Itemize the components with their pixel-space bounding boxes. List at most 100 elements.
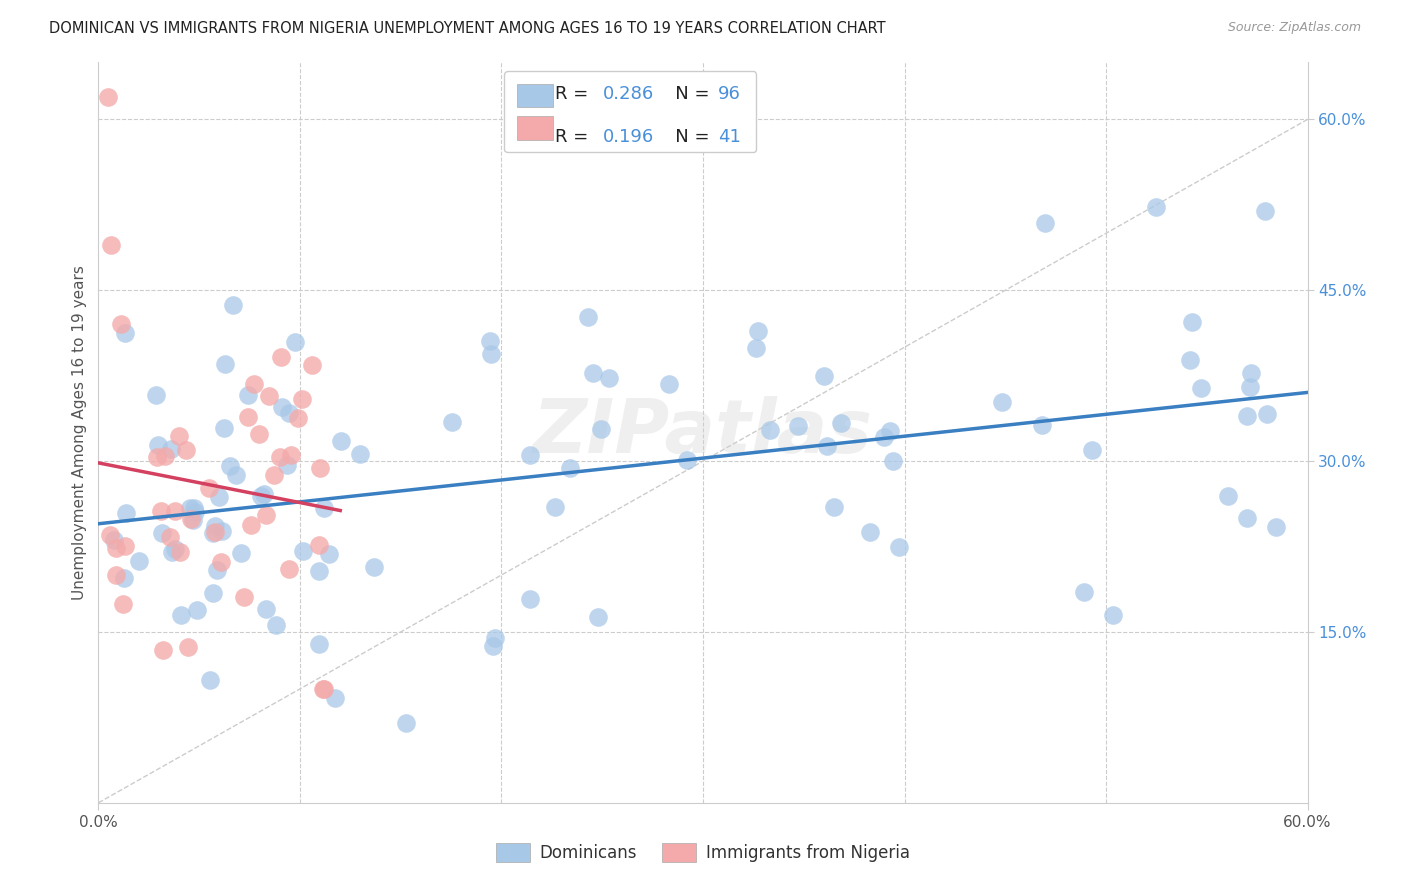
Point — [284, 334, 307, 349]
Point — [170, 608, 193, 623]
Point — [225, 467, 247, 482]
Text: 0.286: 0.286 — [603, 85, 655, 103]
Point — [363, 560, 385, 574]
Point — [786, 418, 808, 433]
Point — [747, 324, 769, 338]
Point — [162, 544, 184, 558]
Point — [349, 446, 371, 460]
Point — [254, 508, 277, 522]
Point — [1102, 608, 1125, 623]
Text: R =: R = — [555, 128, 593, 146]
Point — [198, 482, 221, 496]
Point — [146, 450, 169, 464]
Point — [308, 564, 330, 578]
Point — [152, 643, 174, 657]
Point — [150, 525, 173, 540]
Point — [128, 554, 150, 568]
Point — [174, 443, 197, 458]
Point — [1265, 519, 1288, 533]
Point — [1181, 315, 1204, 329]
Point — [100, 237, 122, 252]
Point — [1236, 511, 1258, 525]
Point — [308, 636, 330, 650]
Point — [208, 490, 231, 504]
Point — [1189, 381, 1212, 395]
Point — [150, 504, 173, 518]
Point — [1256, 407, 1278, 421]
Point — [872, 430, 894, 444]
Point — [104, 568, 127, 582]
Point — [519, 448, 541, 462]
Point — [479, 347, 502, 361]
Point — [159, 530, 181, 544]
Point — [291, 543, 314, 558]
Point — [205, 563, 228, 577]
Point — [314, 501, 336, 516]
Point — [155, 449, 177, 463]
Point — [484, 632, 506, 646]
Point — [202, 585, 225, 599]
Point — [287, 410, 309, 425]
Point — [291, 392, 314, 407]
Text: R =: R = — [555, 85, 593, 103]
Point — [145, 388, 167, 402]
Y-axis label: Unemployment Among Ages 16 to 19 years: Unemployment Among Ages 16 to 19 years — [72, 265, 87, 600]
Point — [105, 541, 128, 555]
Point — [169, 545, 191, 559]
Point — [1240, 366, 1263, 380]
Point — [576, 310, 599, 325]
Text: N =: N = — [658, 128, 716, 146]
Text: DOMINICAN VS IMMIGRANTS FROM NIGERIA UNEMPLOYMENT AMONG AGES 16 TO 19 YEARS CORR: DOMINICAN VS IMMIGRANTS FROM NIGERIA UNE… — [49, 21, 886, 36]
Point — [252, 487, 274, 501]
Point — [232, 591, 254, 605]
Point — [111, 597, 134, 611]
Point — [1239, 379, 1261, 393]
Point — [1031, 417, 1053, 432]
Point — [329, 434, 352, 449]
Point — [247, 427, 270, 442]
Point — [882, 454, 904, 468]
Point — [676, 453, 699, 467]
Point — [231, 546, 253, 560]
Point — [236, 387, 259, 401]
Point — [308, 537, 330, 551]
Point — [745, 341, 768, 355]
Point — [110, 318, 132, 332]
Point — [209, 555, 232, 569]
Point — [159, 442, 181, 456]
Point — [395, 716, 418, 731]
Point — [658, 377, 681, 392]
Point — [1033, 216, 1056, 230]
Point — [1081, 442, 1104, 457]
Point — [1073, 585, 1095, 599]
Point — [257, 389, 280, 403]
Point — [441, 415, 464, 429]
Point — [991, 395, 1014, 409]
Point — [482, 640, 505, 654]
Point — [103, 533, 125, 547]
Point — [1254, 203, 1277, 218]
Point — [1218, 489, 1240, 503]
Text: ZIPatlas: ZIPatlas — [533, 396, 873, 469]
Point — [211, 524, 233, 538]
Point — [100, 527, 122, 541]
Point — [813, 368, 835, 383]
Point — [114, 326, 136, 340]
Point — [830, 416, 852, 430]
Point — [823, 500, 845, 514]
Point — [114, 539, 136, 553]
Point — [169, 428, 191, 442]
Point — [181, 513, 204, 527]
Point — [204, 519, 226, 533]
Point — [179, 500, 201, 515]
Point — [271, 400, 294, 414]
Point — [254, 602, 277, 616]
Point — [214, 421, 236, 435]
Point — [887, 540, 910, 554]
Text: 0.196: 0.196 — [603, 128, 655, 146]
Point — [163, 504, 186, 518]
Point — [269, 450, 291, 464]
Point — [323, 690, 346, 705]
Point — [250, 489, 273, 503]
Point — [276, 458, 298, 473]
